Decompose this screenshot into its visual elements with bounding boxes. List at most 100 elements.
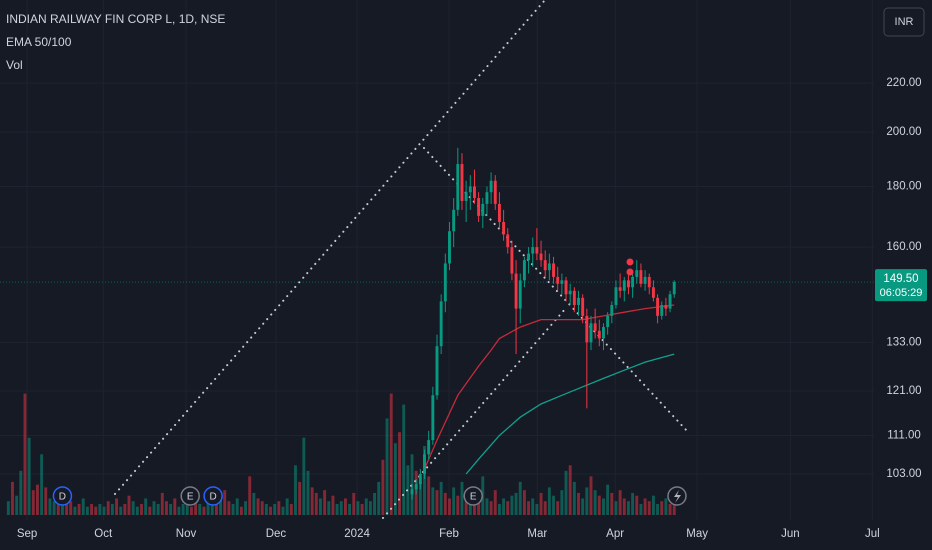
volume-bar	[11, 481, 14, 515]
candle-body	[564, 280, 568, 295]
volume-bar	[181, 503, 185, 515]
volume-bar	[493, 490, 497, 515]
volume-bar	[535, 503, 539, 515]
volume-bar	[231, 503, 235, 515]
x-tick-label: Dec	[266, 528, 287, 540]
volume-bar	[522, 490, 526, 515]
volume-bar	[656, 503, 660, 515]
candle-body	[431, 395, 435, 441]
volume-bar	[448, 498, 451, 515]
x-tick-label: Jun	[781, 528, 800, 540]
candle-body	[552, 263, 555, 277]
volume-bar	[81, 498, 85, 515]
candle-body	[631, 276, 635, 288]
volume-bar	[36, 484, 39, 515]
event-label: E	[187, 492, 194, 503]
volume-bar	[206, 501, 210, 515]
candle-body	[568, 290, 572, 295]
lightning	[674, 490, 681, 503]
candle-body	[427, 440, 431, 455]
volume-bar	[368, 501, 372, 515]
candle-body	[489, 180, 493, 193]
volume-bar	[202, 506, 206, 515]
volume-bar	[306, 470, 310, 515]
volume-bar	[252, 492, 256, 515]
candle-body	[556, 276, 560, 284]
candle-body	[543, 260, 547, 271]
event-circle	[203, 486, 223, 506]
volume-bar	[85, 506, 89, 515]
volume-bar	[65, 498, 69, 515]
volume-bar	[360, 503, 364, 515]
candle-body	[656, 297, 660, 316]
volume-bar	[489, 501, 493, 515]
candle-body	[614, 287, 618, 305]
volume-bar	[31, 490, 35, 515]
volume-bar	[73, 506, 77, 515]
candle-body	[626, 280, 630, 288]
volume-bar	[173, 498, 177, 515]
volume-bar	[319, 498, 322, 515]
volume-bar	[6, 501, 10, 515]
volume-bar	[631, 492, 635, 515]
candle-body	[660, 304, 664, 316]
event-circle	[463, 486, 483, 506]
volume-bar	[131, 501, 135, 515]
volume-bar	[418, 481, 422, 515]
volume-bar	[439, 481, 443, 515]
candle-body	[439, 301, 443, 347]
volume-bar	[639, 503, 643, 515]
volume-bar	[531, 498, 535, 515]
volume-bar	[427, 476, 431, 515]
volume-bar	[273, 503, 277, 515]
volume-bar	[506, 501, 510, 515]
volume-bar	[269, 506, 272, 515]
volume-bar	[556, 501, 560, 515]
candle-body	[493, 180, 497, 204]
volume-bar	[302, 437, 306, 515]
candle-body	[622, 280, 626, 291]
candle-body	[664, 304, 668, 309]
ema-line	[423, 304, 675, 470]
volume-bar	[647, 501, 651, 515]
candle-body	[672, 282, 676, 295]
volume-bar	[248, 476, 252, 515]
volume-bar	[364, 498, 368, 515]
volume-bar	[119, 506, 123, 515]
candle-body	[547, 263, 551, 271]
trend-line	[423, 147, 689, 433]
volume-bar	[165, 501, 168, 515]
volume-bar	[572, 481, 576, 515]
volume-bar	[52, 501, 56, 515]
volume-bar	[90, 503, 94, 515]
volume-bar	[94, 506, 98, 515]
event-label: D	[59, 492, 66, 503]
volume-bar	[568, 465, 572, 515]
candle-body	[481, 203, 485, 216]
volume-bar	[277, 501, 281, 515]
volume-bar	[514, 492, 518, 515]
volume-bar	[227, 501, 231, 515]
volume-bar	[668, 503, 672, 515]
x-tick-label: May	[686, 528, 708, 540]
volume-bar	[373, 492, 377, 515]
volume-bar	[210, 503, 214, 515]
candle-body	[668, 294, 672, 309]
y-tick-label: 133.00	[886, 336, 921, 348]
volume-bar	[127, 495, 131, 515]
candle-body	[531, 247, 535, 254]
x-tick-label: Sep	[17, 528, 37, 540]
chart-title: INDIAN RAILWAY FIN CORP L, 1D, NSE	[6, 12, 225, 26]
volume-bar	[98, 503, 102, 515]
volume-bar	[348, 503, 352, 515]
volume-bar	[664, 498, 668, 515]
candle-body	[635, 270, 639, 277]
x-tick-label: Feb	[439, 528, 459, 540]
volume-bar	[144, 498, 148, 515]
volume-bar	[294, 465, 297, 515]
volume-bar	[106, 501, 110, 515]
volume-bar	[431, 487, 435, 515]
volume-bar	[610, 492, 614, 515]
volume-bar	[169, 503, 173, 515]
